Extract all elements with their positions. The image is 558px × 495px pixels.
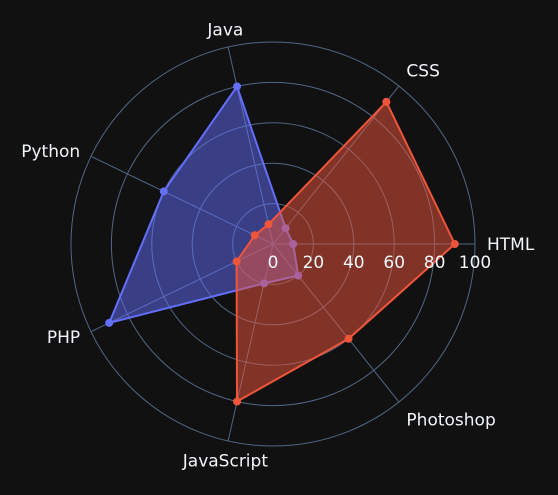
angular-label-java: Java: [206, 20, 243, 40]
radial-tick-label: 100: [459, 253, 491, 273]
series-1-point-python: [159, 187, 168, 196]
series-2-point-html: [450, 240, 459, 248]
angular-label-python: Python: [21, 142, 80, 162]
radial-tick-label: 20: [303, 253, 325, 273]
angular-label-photoshop: Photoshop: [406, 410, 495, 430]
angular-label-html: HTML: [487, 235, 535, 255]
radial-tick-label: 0: [268, 253, 279, 273]
series-layer: [105, 82, 459, 406]
angular-label-php: PHP: [47, 328, 80, 348]
series-2-point-javascript: [233, 397, 242, 406]
angular-label-javascript: JavaScript: [182, 452, 269, 472]
series-2-point-python: [250, 231, 259, 240]
series-1-point-php: [105, 318, 114, 327]
radial-tick-label: 40: [343, 253, 365, 273]
radial-tick-label: 60: [383, 253, 405, 273]
series-1-point-java: [233, 82, 242, 91]
series-2-point-css: [382, 97, 391, 106]
series-2-point-photoshop: [344, 334, 353, 343]
angular-label-css: CSS: [406, 62, 439, 82]
series-2-area: [235, 100, 456, 403]
series-2-point-php: [232, 257, 241, 266]
radial-tick-label: 80: [424, 253, 446, 273]
series-2-point-java: [264, 220, 273, 229]
